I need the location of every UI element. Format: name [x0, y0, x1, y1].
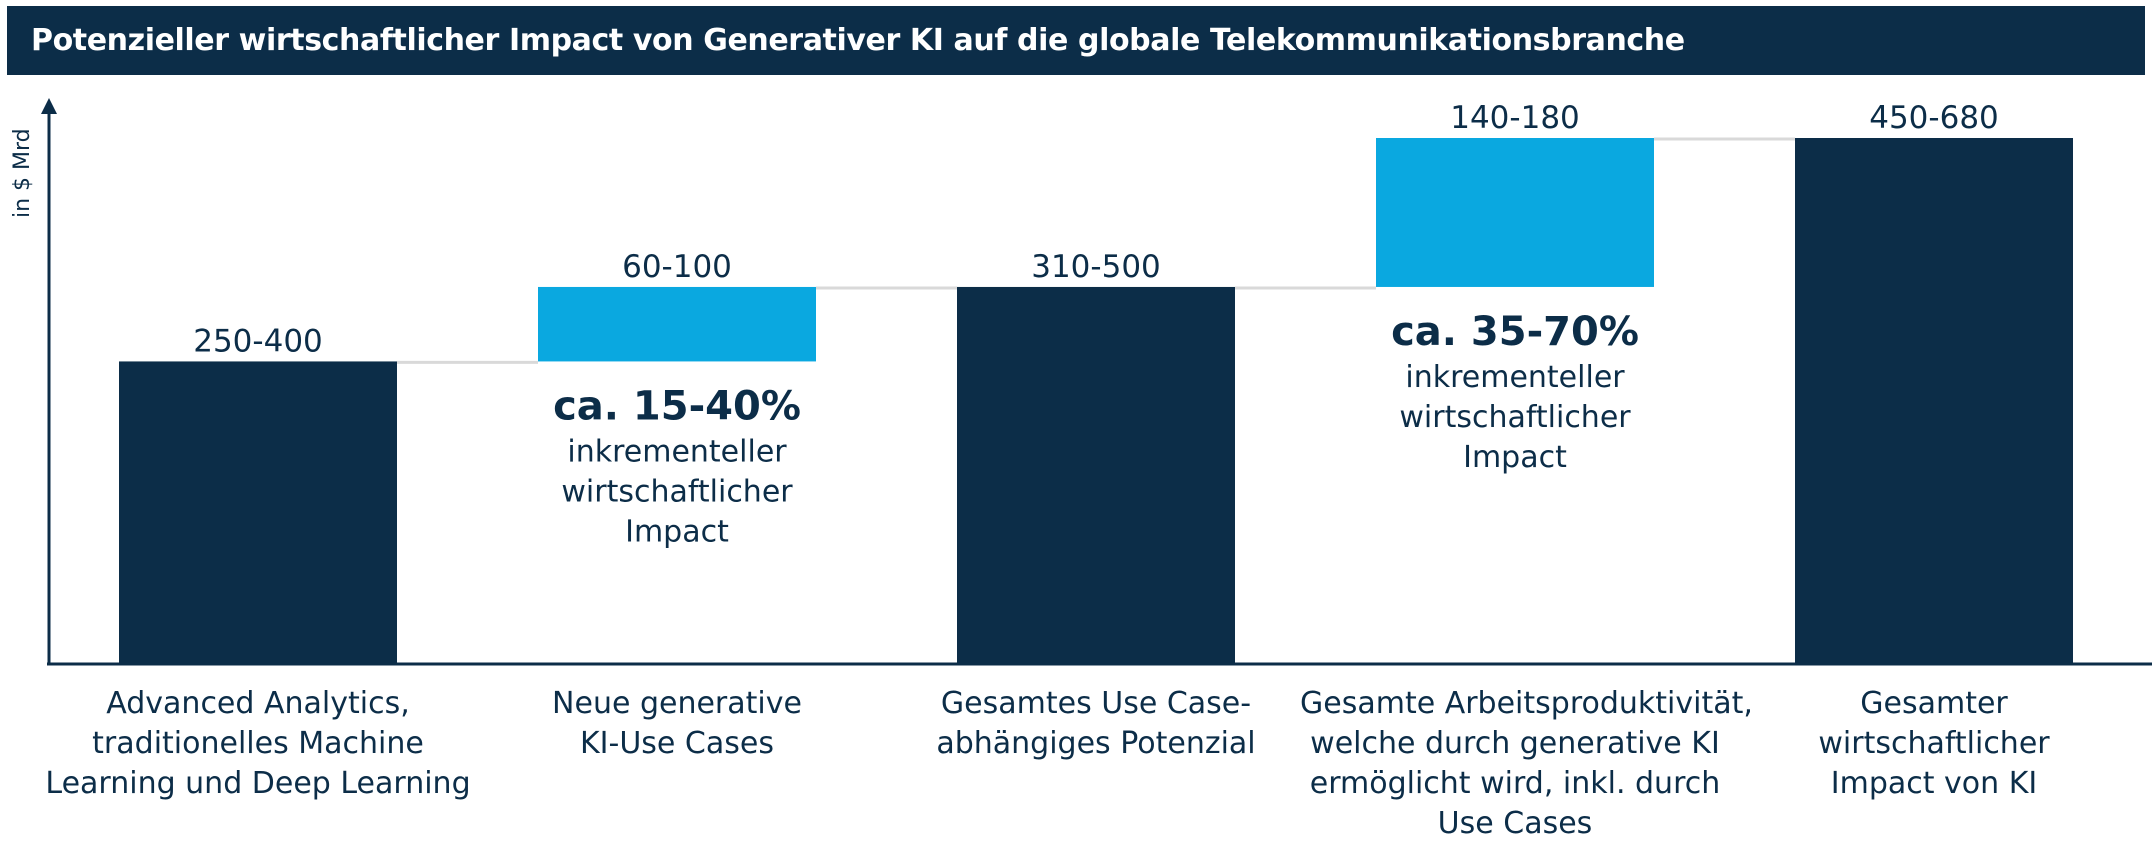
category-label-line: wirtschaftlicher [1818, 726, 2050, 761]
value-label-2: 60-100 [622, 249, 732, 285]
y-axis-arrow-icon [41, 98, 57, 114]
annotation-headline-1: ca. 15-40% [553, 383, 801, 429]
annotation-line-1-1: inkrementeller [567, 434, 787, 469]
category-label-5: Gesamter wirtschaftlicher Impact von KI [1719, 684, 2149, 804]
annotation-line-2-3: Impact [1463, 440, 1567, 475]
category-label-1: Advanced Analytics, traditionelles Machin… [43, 684, 473, 804]
bar-3 [957, 286, 1235, 664]
category-label-line: Learning und Deep Learning [45, 766, 471, 801]
annotation-line-1-3: Impact [625, 514, 729, 549]
category-label-line: traditionelles Machine [92, 726, 424, 761]
annotation-line-1-2: wirtschaftlicher [561, 474, 793, 509]
category-label-2: Neue generative KI-Use Cases [462, 684, 892, 764]
category-label-3: Gesamtes Use Case-abhängiges Potenzial [881, 684, 1311, 764]
category-label-line: welche durch generative KI [1310, 726, 1720, 761]
category-label-line: abhängiges Potenzial [936, 726, 1256, 761]
bar-1 [119, 361, 397, 664]
title-bar: Potenzieller wirtschaftlicher Impact von… [7, 6, 2145, 75]
category-label-line: Gesamter [1860, 686, 2008, 721]
annotation-line-2-1: inkrementeller [1405, 360, 1625, 395]
chart-title: Potenzieller wirtschaftlicher Impact von… [31, 23, 1685, 58]
connector-lines [397, 137, 1795, 364]
category-label-line: ermöglicht wird, inkl. durch [1309, 766, 1721, 801]
category-label-4: Gesamte Arbeitsproduktivität, welche durc… [1300, 684, 1753, 844]
category-label-line: KI-Use Cases [580, 726, 774, 761]
value-label-1: 250-400 [193, 323, 323, 359]
annotation-line-2-2: wirtschaftlicher [1399, 400, 1631, 435]
bar-5 [1795, 138, 2073, 664]
category-label-line: Use Cases [1437, 806, 1593, 841]
annotations: ca. 15-40% inkrementeller wirtschaftlicher… [553, 309, 1639, 549]
value-label-3: 310-500 [1031, 249, 1161, 285]
bar-2 [538, 286, 816, 362]
category-label-line: Gesamte Arbeitsproduktivität, [1300, 686, 1753, 721]
category-label-line: Advanced Analytics, [106, 686, 410, 721]
bar-4 [1376, 138, 1654, 287]
bar-group [119, 138, 2073, 664]
value-labels: 250-400 60-100 310-500 140-180 450-680 [193, 100, 1999, 359]
value-label-5: 450-680 [1869, 100, 1999, 136]
axes [41, 98, 2152, 666]
annotation-headline-2: ca. 35-70% [1391, 309, 1639, 355]
category-label-line: Impact von KI [1830, 766, 2038, 801]
value-label-4: 140-180 [1450, 100, 1580, 136]
category-label-line: Neue generative [552, 686, 802, 721]
category-label-line: Gesamtes Use Case- [940, 686, 1252, 721]
